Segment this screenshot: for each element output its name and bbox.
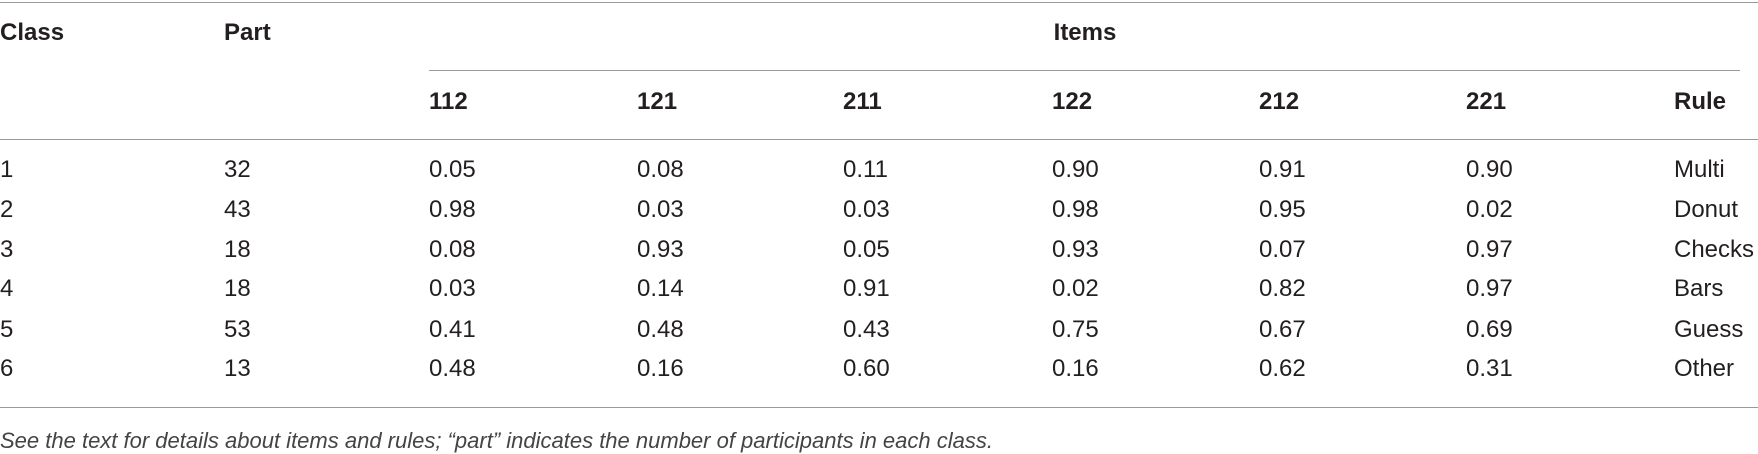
table-cell: 0.02 <box>1052 275 1099 302</box>
table-cell: 0.95 <box>1259 196 1306 223</box>
table-cell: Bars <box>1674 275 1724 302</box>
header-class: Class <box>0 19 65 46</box>
table-cell: Multi <box>1674 156 1725 183</box>
table-cell: 0.93 <box>637 236 684 263</box>
item-header: 112 <box>429 88 468 115</box>
table-cell: 0.03 <box>843 196 890 223</box>
table-cell: Donut <box>1674 196 1739 223</box>
table-cell: 0.93 <box>1052 236 1099 263</box>
header-rule <box>0 139 1758 140</box>
table-cell: 0.43 <box>843 316 890 343</box>
table-cell: 0.02 <box>1466 196 1513 223</box>
table-cell: 0.11 <box>843 156 888 183</box>
table-cell: 0.90 <box>1466 156 1513 183</box>
table-cell: 13 <box>224 355 251 382</box>
table-cell: Other <box>1674 355 1735 382</box>
table-cell: 0.03 <box>429 275 476 302</box>
table-cell: 0.14 <box>637 275 684 302</box>
table-cell: 5 <box>0 316 14 343</box>
top-rule <box>0 2 1758 3</box>
item-header: 211 <box>843 88 882 115</box>
table-cell: 0.31 <box>1466 355 1513 382</box>
table-cell: 0.98 <box>429 196 476 223</box>
item-header: 221 <box>1466 88 1507 115</box>
item-header: 121 <box>637 88 678 115</box>
items-rule <box>429 70 1740 71</box>
header-items: Items <box>1053 19 1117 46</box>
item-header: 122 <box>1052 88 1093 115</box>
table-cell: 0.08 <box>637 156 684 183</box>
footnote: See the text for details about items and… <box>0 428 993 453</box>
item-header: 212 <box>1259 88 1300 115</box>
table-cell: 0.05 <box>843 236 890 263</box>
table-cell: 0.60 <box>843 355 890 382</box>
table-cell: 0.91 <box>843 275 890 302</box>
table-cell: 2 <box>0 196 14 223</box>
table-cell: Guess <box>1674 316 1744 343</box>
header-part: Part <box>224 19 271 46</box>
table-cell: 43 <box>224 196 251 223</box>
table-cell: 18 <box>224 275 251 302</box>
table-cell: 0.16 <box>637 355 684 382</box>
table-cell: 0.98 <box>1052 196 1099 223</box>
table-cell: 0.62 <box>1259 355 1306 382</box>
bottom-rule <box>0 407 1758 408</box>
table-cell: 0.48 <box>637 316 684 343</box>
table-cell: 32 <box>224 156 251 183</box>
table-cell: 0.16 <box>1052 355 1099 382</box>
table-cell: 4 <box>0 275 14 302</box>
table-cell: 0.03 <box>637 196 684 223</box>
table-cell: 0.82 <box>1259 275 1306 302</box>
table-cell: 18 <box>224 236 251 263</box>
table-cell: 0.08 <box>429 236 476 263</box>
table-cell: Checks <box>1674 236 1755 263</box>
table-cell: 0.91 <box>1259 156 1306 183</box>
table-cell: 6 <box>0 355 14 382</box>
table-cell: 0.67 <box>1259 316 1306 343</box>
table-cell: 0.97 <box>1466 236 1513 263</box>
table-cell: 0.07 <box>1259 236 1306 263</box>
table-cell: 53 <box>224 316 251 343</box>
table-cell: 1 <box>0 156 14 183</box>
table-cell: 0.75 <box>1052 316 1099 343</box>
header-rule-col: Rule <box>1674 88 1727 115</box>
table-cell: 0.69 <box>1466 316 1513 343</box>
table-cell: 0.48 <box>429 355 476 382</box>
table-cell: 0.90 <box>1052 156 1099 183</box>
table-cell: 0.97 <box>1466 275 1513 302</box>
table-cell: 0.41 <box>429 316 476 343</box>
table-cell: 0.05 <box>429 156 476 183</box>
table-cell: 3 <box>0 236 14 263</box>
